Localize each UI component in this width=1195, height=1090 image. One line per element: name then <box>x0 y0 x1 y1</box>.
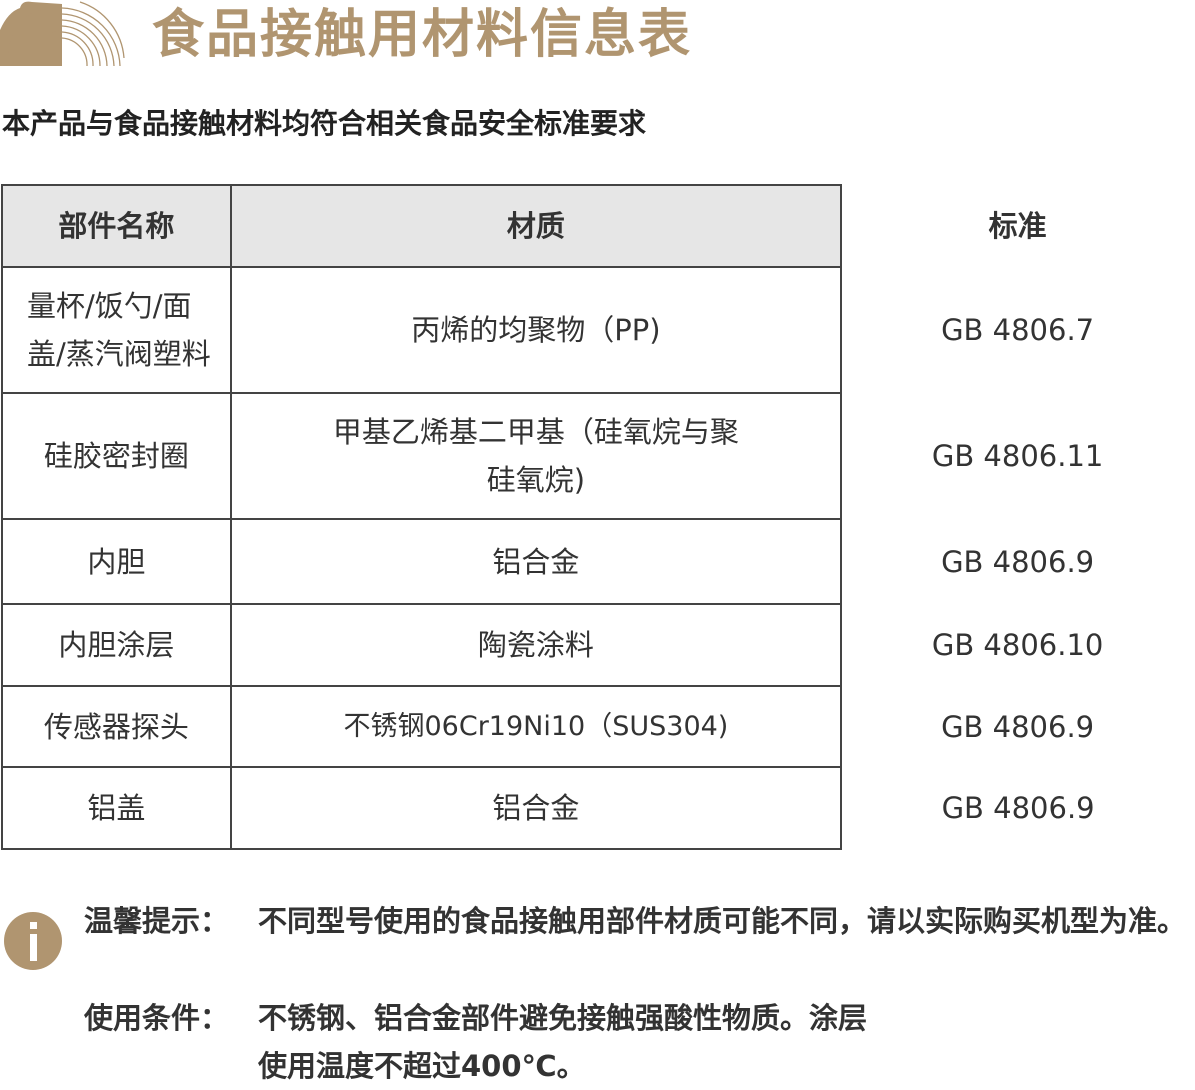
cell-part: 传感器探头 <box>1 685 232 768</box>
table-row: 铝盖 铝合金 GB 4806.9 <box>1 766 1194 850</box>
note-tip-text: 不同型号使用的食品接触用部件材质可能不同，请以实际购买机型为准。 <box>258 904 1187 938</box>
cell-part: 铝盖 <box>1 766 232 850</box>
cell-material: 甲基乙烯基二甲基（硅氧烷与聚硅氧烷) <box>229 392 843 520</box>
header-material: 材质 <box>229 184 843 268</box>
table-row: 内胆涂层 陶瓷涂料 GB 4806.10 <box>1 603 1194 687</box>
cell-material: 铝合金 <box>229 518 843 605</box>
cell-standard: GB 4806.9 <box>941 791 1095 825</box>
cell-material: 丙烯的均聚物（PP) <box>229 266 843 394</box>
brand-logo <box>0 1 125 66</box>
table-row: 传感器探头 不锈钢06Cr19Ni10（SUS304) GB 4806.9 <box>1 685 1194 768</box>
cell-standard: GB 4806.11 <box>931 439 1104 473</box>
cell-standard: GB 4806.9 <box>941 709 1095 744</box>
cell-part: 内胆 <box>1 518 232 605</box>
note-conditions-label: 使用条件： <box>84 1001 230 1035</box>
cell-standard: GB 4806.7 <box>941 313 1095 347</box>
page-title: 食品接触用材料信息表 <box>152 5 693 65</box>
cell-part: 硅胶密封圈 <box>1 392 232 520</box>
materials-table: 部件名称 材质 标准 量杯/饭勺/面盖/蒸汽阀塑料 丙烯的均聚物（PP) GB … <box>1 184 1195 850</box>
cell-part: 内胆涂层 <box>1 603 232 687</box>
page-subtitle: 本产品与食品接触材料均符合相关食品安全标准要求 <box>2 107 647 140</box>
cell-part: 量杯/饭勺/面盖/蒸汽阀塑料 <box>1 266 232 394</box>
table-row: 硅胶密封圈 甲基乙烯基二甲基（硅氧烷与聚硅氧烷) GB 4806.11 <box>1 392 1194 520</box>
info-icon <box>4 912 62 970</box>
header-part: 部件名称 <box>1 184 232 268</box>
cell-material: 铝合金 <box>229 766 843 850</box>
cell-material: 不锈钢06Cr19Ni10（SUS304) <box>229 685 843 768</box>
cell-material: 陶瓷涂料 <box>229 603 843 687</box>
table-row: 内胆 铝合金 GB 4806.9 <box>1 518 1194 605</box>
note-tip-label: 温馨提示： <box>84 904 230 938</box>
table-header-row: 部件名称 材质 标准 <box>1 184 1194 268</box>
cell-standard: GB 4806.9 <box>941 544 1095 579</box>
table-row: 量杯/饭勺/面盖/蒸汽阀塑料 丙烯的均聚物（PP) GB 4806.7 <box>1 266 1194 394</box>
header-standard: 标准 <box>988 209 1047 243</box>
note-conditions-text: 不锈钢、铝合金部件避免接触强酸性物质。涂层使用温度不超过400℃。 <box>258 1001 868 1083</box>
cell-standard: GB 4806.10 <box>931 628 1104 662</box>
